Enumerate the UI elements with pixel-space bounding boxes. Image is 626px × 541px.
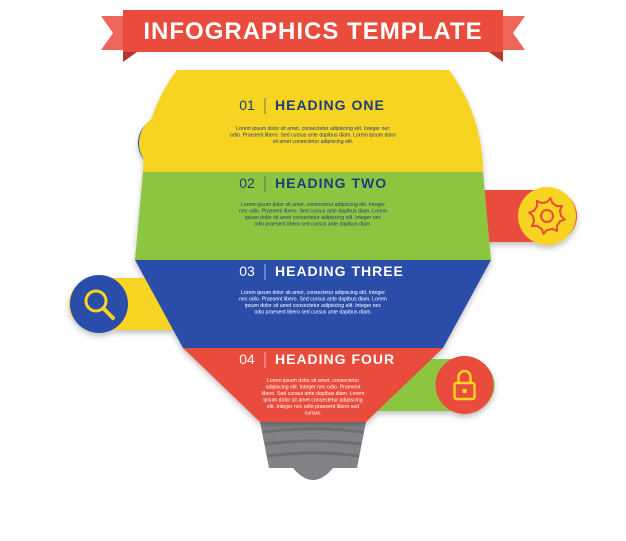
segment-4: 04HEADING FOURLorem ipsum dolor sit amet… <box>183 348 495 422</box>
segment-heading: HEADING FOUR <box>275 351 395 367</box>
segment-number: 01 <box>239 97 255 113</box>
segment-number: 03 <box>239 263 255 279</box>
segment-number: 02 <box>239 175 255 191</box>
segment-2: 02 HEADING TWO Lorem ipsum dolor sit amet,… <box>135 172 577 260</box>
icon-circle <box>70 275 128 333</box>
bulb-base <box>260 422 366 480</box>
segment-number: 04 <box>239 351 255 367</box>
icon-circle <box>436 356 494 414</box>
icon-circle <box>518 187 576 245</box>
segment-body: Lorem ipsum dolor sit amet, consectetur … <box>239 202 387 228</box>
segment-3: 03 HEADING THREE Lorem ipsum dolor sit ame… <box>69 260 491 348</box>
segment-heading: HEADING THREE <box>275 263 404 279</box>
page-title: INFOGRAPHICS TEMPLATE <box>143 18 482 45</box>
title-banner: INFOGRAPHICS TEMPLATE <box>101 10 525 66</box>
segment-body: Lorem ipsum dolor sit amet, consectetur … <box>239 290 387 316</box>
segment-heading: HEADING ONE <box>275 97 385 113</box>
infographic-lightbulb: { "type": "infographic", "title": "INFOG… <box>0 0 626 541</box>
segment-heading: HEADING TWO <box>275 175 387 191</box>
